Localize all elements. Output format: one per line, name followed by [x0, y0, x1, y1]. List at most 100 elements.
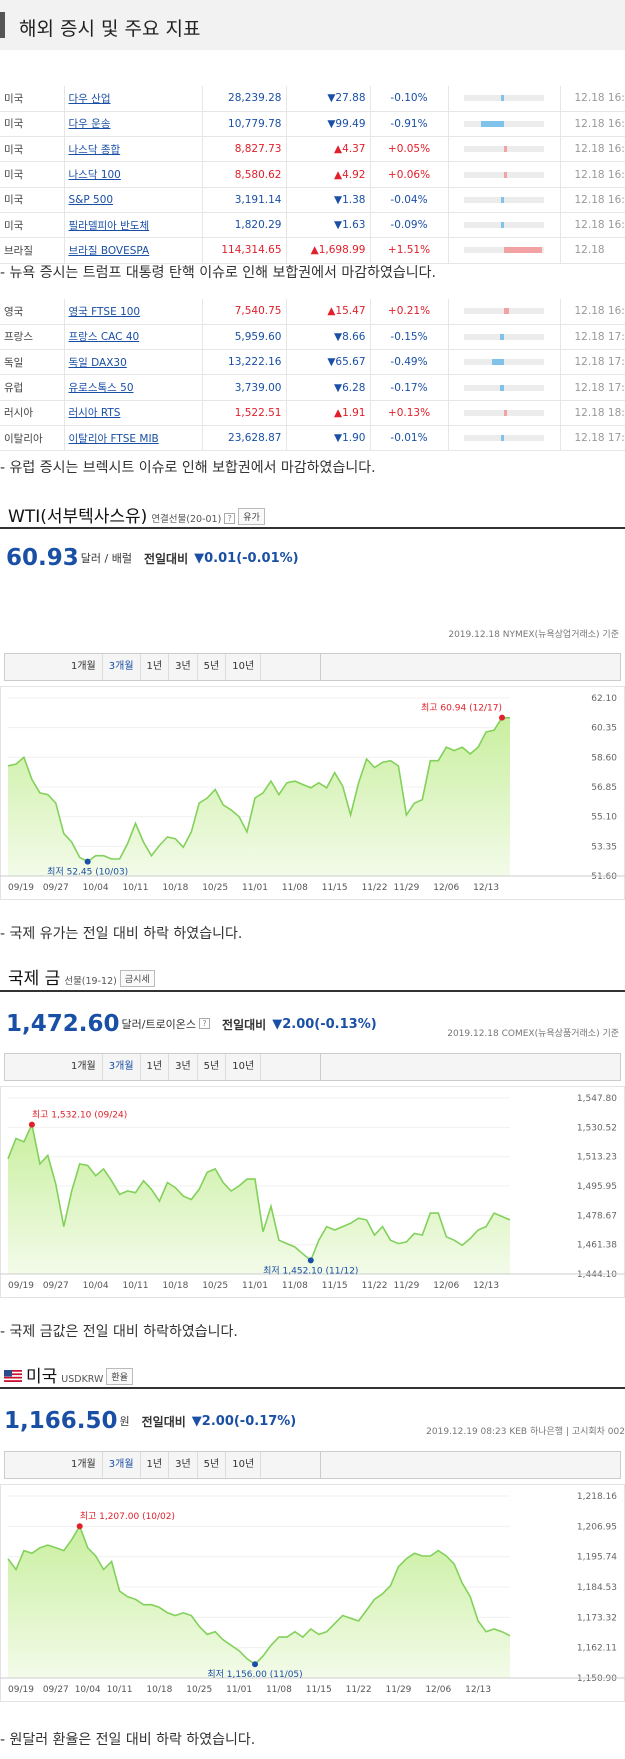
index-name-link[interactable]: S&P 500: [68, 193, 114, 206]
tab-period[interactable]: 10년: [226, 1054, 262, 1080]
country-cell: 영국: [4, 305, 24, 318]
krw-unit: 원: [119, 1415, 130, 1428]
index-change: ▲1,698.99: [286, 237, 371, 264]
index-name-link[interactable]: 나스닥 100: [68, 169, 121, 182]
tab-period[interactable]: 10년: [226, 654, 262, 680]
x-tick-label: 11/01: [242, 883, 268, 893]
y-tick-label: 62.10: [591, 694, 617, 704]
index-name-link[interactable]: 다우 산업: [68, 92, 111, 105]
index-change-pct: -0.15%: [370, 324, 449, 351]
help-icon[interactable]: ?: [224, 513, 236, 524]
x-tick-label: 12/13: [473, 883, 499, 893]
country-cell: 미국: [0, 86, 65, 112]
table-row: 프랑스 프랑스 CAC 40 5,959.60 ▼8.66 -0.15% 12.18 17…: [0, 324, 625, 351]
index-change-pct: -0.17%: [370, 374, 449, 401]
index-change-pct: -0.01%: [390, 432, 428, 445]
wti-divider: [0, 527, 625, 529]
country-cell: 프랑스: [0, 324, 65, 351]
tab-period[interactable]: 1개월: [65, 1054, 103, 1080]
index-name-link[interactable]: 필라델피아 반도체: [68, 219, 150, 232]
krw-link-button[interactable]: 환율: [106, 1368, 133, 1385]
index-name-link[interactable]: 영국 FTSE 100: [68, 305, 141, 318]
index-name-cell: S&P 500: [64, 187, 203, 213]
x-tick-label: 10/18: [162, 883, 188, 893]
index-name-link[interactable]: 이탈리아 FTSE MIB: [68, 432, 159, 445]
index-value: 10,779.78: [228, 117, 282, 130]
gold-title-row: 국제 금 선물(19-12) 금시세: [8, 964, 155, 989]
index-name-link[interactable]: 나스닥 종합: [68, 143, 121, 156]
x-tick-label: 10/18: [162, 1281, 188, 1291]
tab-period[interactable]: 3년: [169, 1054, 198, 1080]
gold-price: 1,472.60: [6, 1011, 120, 1037]
index-name-link[interactable]: 독일 DAX30: [68, 356, 127, 369]
index-change-pct: -0.09%: [390, 219, 428, 232]
country-cell: 미국: [4, 143, 24, 156]
gold-source: 2019.12.18 COMEX(뉴욕상품거래소) 기준: [447, 1029, 619, 1039]
change-meter: [464, 359, 544, 366]
index-name-link[interactable]: 유로스톡스 50: [68, 382, 134, 395]
change-meter-cell: [448, 374, 561, 401]
wti-source: 2019.12.18 NYMEX(뉴욕상업거래소) 기준: [448, 630, 619, 640]
tab-period[interactable]: 5년: [198, 654, 227, 680]
x-tick-label: 12/13: [473, 1281, 499, 1291]
note-krw: - 원달러 환율은 전일 대비 하락 하였습니다.: [0, 1732, 256, 1748]
tab-period[interactable]: 1개월: [65, 654, 103, 680]
tab-period[interactable]: 3개월: [103, 654, 141, 680]
change-meter-fill: [491, 359, 504, 366]
index-change: ▲15.47: [286, 299, 371, 325]
index-name-link[interactable]: 브라질 BOVESPA: [68, 244, 150, 257]
x-tick-label: 12/13: [465, 1685, 491, 1695]
index-value: 23,628.87: [202, 425, 287, 452]
tab-period[interactable]: 3년: [169, 1452, 198, 1478]
index-change: ▲15.47: [327, 305, 366, 318]
change-meter-cell: [448, 212, 561, 239]
index-value: 8,827.73: [202, 136, 287, 163]
table-row: 미국 다우 운송 10,779.78 ▼99.49 -0.91% 12.18 16:52: [0, 111, 625, 138]
x-tick-label: 10/04: [83, 883, 109, 893]
index-change-pct: +0.06%: [387, 168, 431, 181]
index-change: ▼6.28: [286, 374, 371, 401]
tab-period[interactable]: 5년: [198, 1452, 227, 1478]
y-tick-label: 1,530.52: [577, 1123, 617, 1133]
y-tick-label: 1,444.10: [577, 1270, 617, 1280]
tab-period[interactable]: 5년: [198, 1054, 227, 1080]
country-cell: 영국: [0, 299, 65, 325]
help-icon[interactable]: ?: [199, 1018, 211, 1029]
index-name-cell: 다우 운송: [64, 111, 203, 138]
x-tick-label: 10/11: [123, 1281, 149, 1291]
index-name-cell: 영국 FTSE 100: [64, 299, 203, 325]
tab-period[interactable]: 3개월: [103, 1054, 141, 1080]
table-row: 미국 필라델피아 반도체 1,820.29 ▼1.63 -0.09% 12.18 16:0…: [0, 212, 625, 239]
index-change: ▼1.90: [286, 425, 371, 452]
tab-period[interactable]: 10년: [226, 1452, 262, 1478]
krw-source: 2019.12.19 08:23 KEB 하나은행 | 고시회차 002: [426, 1427, 625, 1437]
wti-link-button[interactable]: 유가: [238, 508, 265, 525]
index-name-link[interactable]: 프랑스 CAC 40: [68, 331, 140, 344]
tab-period[interactable]: 1년: [141, 654, 170, 680]
y-tick-label: 60.35: [591, 724, 617, 734]
gold-link-button[interactable]: 금시세: [119, 970, 155, 987]
tab-period[interactable]: 3년: [169, 654, 198, 680]
price-area: [8, 1124, 510, 1274]
x-tick-label: 10/04: [83, 1281, 109, 1291]
index-value: 3,739.00: [234, 381, 282, 394]
tab-period[interactable]: 1년: [141, 1054, 170, 1080]
country-cell: 미국: [0, 187, 65, 213]
index-change-pct: -0.10%: [370, 86, 449, 112]
tab-period[interactable]: 1년: [141, 1452, 170, 1478]
wti-unit: 달러 / 배럴: [80, 552, 132, 565]
y-tick-label: 1,513.23: [577, 1153, 617, 1163]
index-change: ▲4.37: [286, 136, 371, 163]
tab-period[interactable]: 1개월: [65, 1452, 103, 1478]
tab-period[interactable]: 3개월: [103, 1452, 141, 1478]
index-name-link[interactable]: 러시아 RTS: [68, 407, 121, 420]
index-value: 1,820.29: [202, 212, 287, 239]
index-change-pct: +0.13%: [370, 400, 449, 426]
index-value: 28,239.28: [228, 92, 282, 105]
change-meter-fill: [504, 409, 508, 416]
index-name-link[interactable]: 다우 운송: [68, 118, 111, 131]
change-meter: [464, 384, 544, 391]
x-tick-label: 11/01: [242, 1281, 268, 1291]
x-tick-label: 11/01: [226, 1685, 252, 1695]
